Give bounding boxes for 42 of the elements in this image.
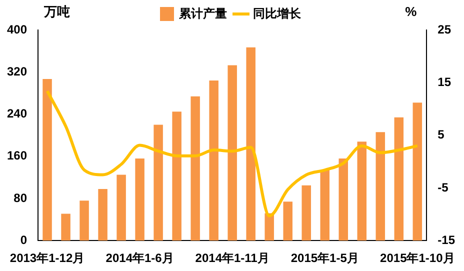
bar: [172, 112, 182, 241]
y2-axis-title: %: [405, 4, 418, 20]
legend-label: 累计产量: [178, 6, 227, 20]
y2-tick-label: 25: [438, 22, 452, 36]
bar: [61, 214, 70, 241]
bar: [42, 78, 52, 241]
bar: [246, 47, 256, 241]
x-tick-label: 2015年1-5月: [290, 251, 359, 266]
x-tick-label: 2014年1-11月: [195, 251, 270, 266]
x-tick-label: 2015年1-10月: [380, 251, 455, 266]
bar: [376, 132, 386, 241]
x-tick-label: 2013年1-12月: [10, 251, 85, 266]
bar: [338, 158, 348, 241]
y-tick-label: 0: [20, 232, 28, 247]
line-series: [46, 90, 419, 218]
legend-label: 同比增长: [253, 6, 302, 20]
bar: [412, 102, 422, 241]
bar: [357, 142, 367, 241]
y2-tick-label: -5: [438, 180, 449, 194]
bar: [154, 124, 163, 241]
y2-tick-label: -15: [438, 232, 456, 247]
bar: [80, 200, 89, 241]
bar: [135, 158, 144, 241]
y-tick-label: 320: [6, 64, 28, 78]
bar: [394, 117, 404, 241]
bar: [228, 65, 237, 241]
y-tick-label: 160: [6, 148, 28, 163]
bar: [209, 80, 218, 241]
y2-tick-label: 15: [438, 74, 452, 89]
bar: [98, 189, 108, 241]
bar: [190, 96, 200, 241]
bar: [302, 185, 311, 241]
y-tick-label: 400: [6, 22, 28, 36]
y2-tick-label: 5: [438, 128, 445, 142]
bar: [283, 202, 292, 241]
bar: [116, 174, 126, 241]
y-tick-label: 240: [6, 106, 28, 121]
bar: [320, 170, 330, 241]
y-axis-title: 万吨: [43, 4, 70, 20]
bar: [264, 213, 274, 241]
y-tick-label: 80: [14, 190, 28, 205]
x-tick-label: 2014年1-6月: [106, 251, 174, 266]
